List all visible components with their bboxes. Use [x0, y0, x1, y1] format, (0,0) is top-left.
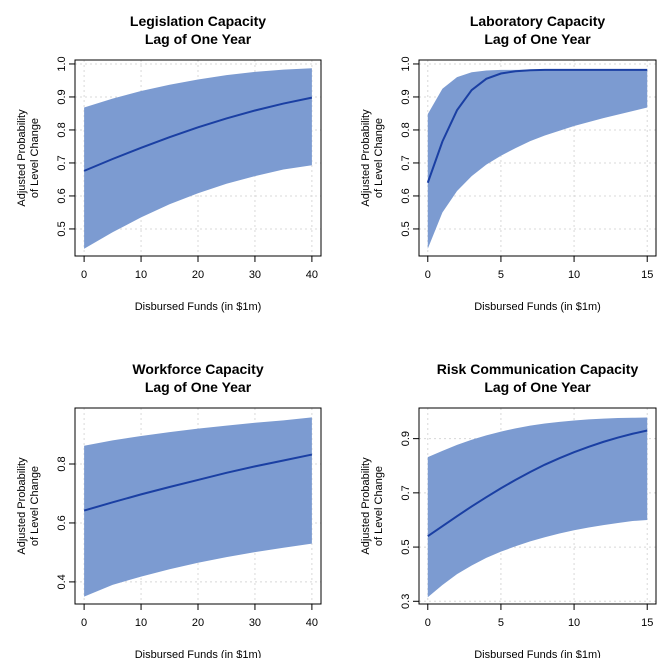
confidence-band	[427, 417, 648, 598]
x-tick-label: 40	[306, 269, 318, 281]
y-tick-label: 1.0	[400, 56, 412, 71]
y-tick-label: 0.5	[400, 539, 412, 554]
y-tick-label: 0.7	[400, 485, 412, 500]
chart-subtitle: Lag of One Year	[484, 31, 591, 47]
y-axis-label: Adjusted Probability	[360, 109, 372, 207]
x-tick-label: 0	[425, 617, 431, 629]
plot-frame	[418, 59, 657, 257]
series-line	[426, 68, 648, 184]
y-tick-label: 0.9	[400, 431, 412, 446]
x-tick-label: 15	[641, 269, 653, 281]
y-tick-label: 0.5	[56, 221, 68, 236]
x-tick-label: 0	[425, 269, 431, 281]
y-tick-label: 0.4	[56, 574, 68, 589]
series-line	[83, 453, 313, 512]
y-tick-label: 0.7	[400, 155, 412, 170]
y-tick-label: 0.8	[56, 122, 68, 137]
x-tick-label: 5	[498, 617, 504, 629]
chart-title: Legislation Capacity	[130, 13, 266, 29]
x-axis-label: Disbursed Funds (in $1m)	[135, 649, 262, 658]
x-axis-label: Disbursed Funds (in $1m)	[474, 301, 601, 313]
y-axis-label: Adjusted Probability	[360, 457, 372, 555]
x-tick-label: 40	[306, 617, 318, 629]
chart-subtitle: Lag of One Year	[145, 379, 252, 395]
series-line	[83, 96, 313, 172]
x-tick-label: 10	[135, 269, 147, 281]
y-tick-label: 0.7	[56, 155, 68, 170]
y-axis-label-line2: of Level Change	[29, 118, 41, 198]
chart-title: Workforce Capacity	[132, 361, 263, 377]
x-tick-label: 30	[249, 617, 261, 629]
y-tick-label: 0.8	[56, 456, 68, 471]
y-tick-label: 0.6	[400, 188, 412, 203]
y-tick-label: 0.6	[56, 515, 68, 530]
x-tick-label: 10	[135, 617, 147, 629]
x-tick-label: 0	[81, 269, 87, 281]
x-tick-label: 20	[192, 617, 204, 629]
x-tick-label: 20	[192, 269, 204, 281]
chart-panel: 0 10 20 30 40 0.5 0.6 0.7 0.8 0.9 1.0 Legislation C…	[16, 13, 322, 313]
x-tick-label: 0	[81, 617, 87, 629]
x-tick-label: 15	[641, 617, 653, 629]
y-tick-label: 0.6	[56, 188, 68, 203]
chart-panel: 0 5 10 15 0.5 0.6 0.7 0.8 0.9 1.0 Laboratory Capac…	[360, 13, 657, 313]
x-axis-label: Disbursed Funds (in $1m)	[474, 649, 601, 658]
y-tick-label: 0.3	[400, 594, 412, 609]
y-axis-label-line2: of Level Change	[373, 118, 385, 198]
chart-title: Risk Communication Capacity	[437, 361, 639, 377]
chart-panel: 0 5 10 15 0.3 0.5 0.7 0.9 Risk Communication Cap…	[360, 361, 657, 658]
y-axis-label-line2: of Level Change	[373, 466, 385, 546]
x-tick-label: 10	[568, 269, 580, 281]
x-tick-label: 30	[249, 269, 261, 281]
x-tick-label: 10	[568, 617, 580, 629]
y-tick-label: 1.0	[56, 56, 68, 71]
confidence-band	[84, 68, 312, 249]
y-axis-label-line2: of Level Change	[29, 466, 41, 546]
confidence-band	[84, 417, 312, 597]
x-axis-label: Disbursed Funds (in $1m)	[135, 301, 262, 313]
confidence-band	[427, 69, 648, 249]
y-tick-label: 0.9	[400, 89, 412, 104]
y-axis-label: Adjusted Probability	[16, 109, 28, 207]
chart-title: Laboratory Capacity	[470, 13, 606, 29]
y-tick-label: 0.8	[400, 122, 412, 137]
chart-panel: 0 10 20 30 40 0.4 0.6 0.8 Workforce Capacity Lag …	[16, 361, 322, 658]
plot-frame	[418, 407, 657, 605]
x-tick-label: 5	[498, 269, 504, 281]
y-tick-label: 0.5	[400, 221, 412, 236]
y-axis-label: Adjusted Probability	[16, 457, 28, 555]
chart-subtitle: Lag of One Year	[145, 31, 252, 47]
chart-subtitle: Lag of One Year	[484, 379, 591, 395]
y-tick-label: 0.9	[56, 89, 68, 104]
series-line	[427, 429, 648, 538]
